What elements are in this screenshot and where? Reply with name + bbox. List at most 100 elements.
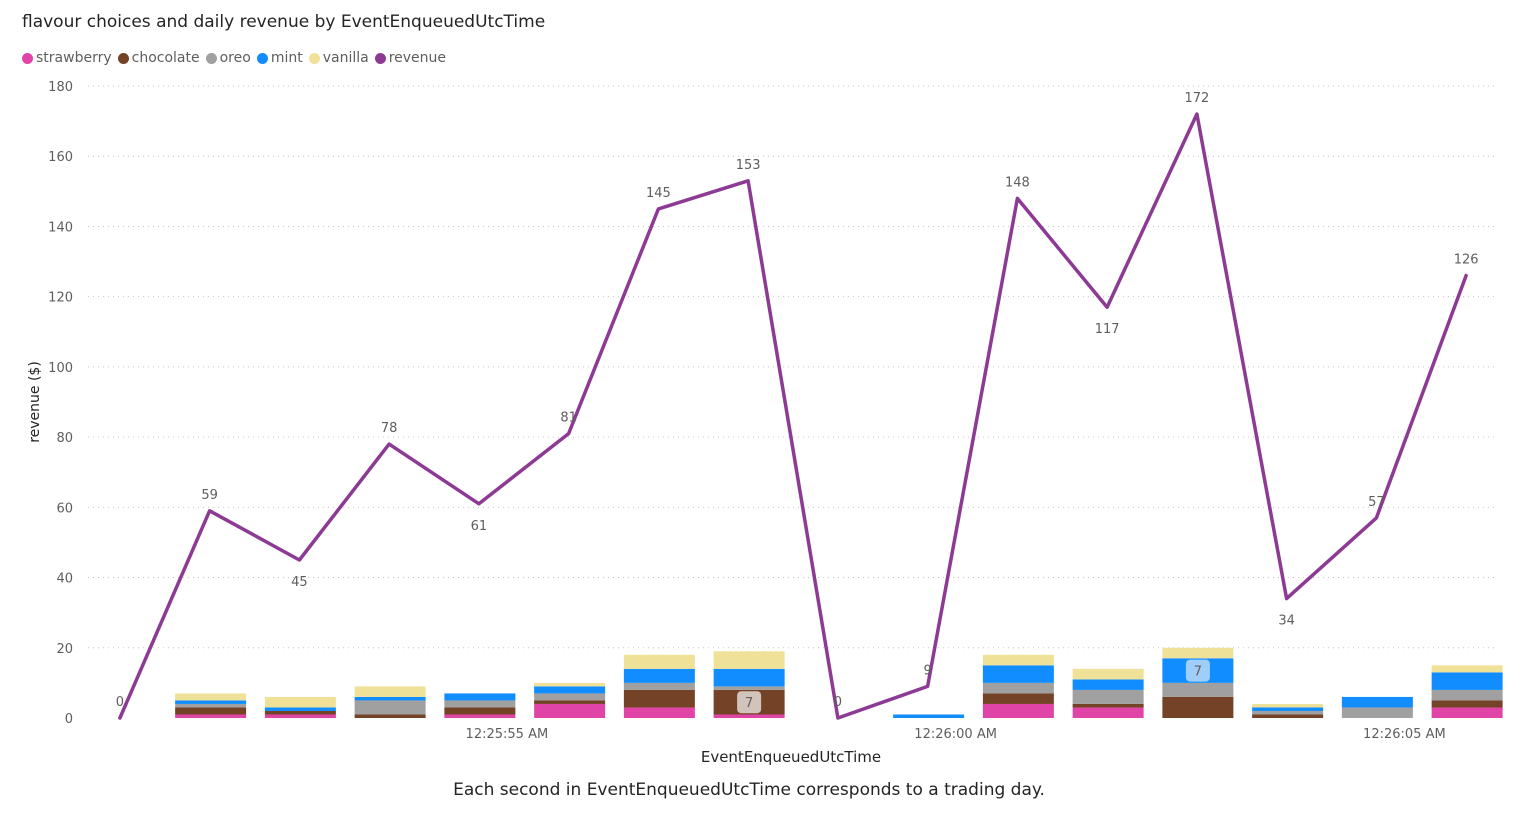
line-data-label: 81 xyxy=(560,411,577,426)
legend-swatch xyxy=(256,52,268,64)
bar-oreo xyxy=(1341,707,1413,718)
bar-chocolate xyxy=(1162,696,1234,718)
bar-vanilla xyxy=(713,651,785,669)
bar-vanilla xyxy=(982,654,1054,666)
x-tick-label: 12:26:00 AM xyxy=(914,727,997,742)
legend-label: mint xyxy=(270,50,303,66)
chart-title: flavour choices and daily revenue by Eve… xyxy=(22,12,546,32)
bar-vanilla xyxy=(1431,665,1503,673)
bar-oreo xyxy=(354,700,426,715)
line-data-label: 0 xyxy=(834,695,842,710)
y-tick-label: 60 xyxy=(56,501,73,516)
bar-oreo xyxy=(534,693,606,701)
legend-swatch xyxy=(308,52,320,64)
bar-chocolate xyxy=(1252,714,1324,718)
y-tick-label: 120 xyxy=(48,291,73,306)
bar-strawberry xyxy=(982,703,1054,718)
bar-vanilla xyxy=(1072,668,1144,680)
y-tick-label: 100 xyxy=(48,361,73,376)
bar-strawberry xyxy=(534,703,606,718)
bar-mint xyxy=(982,665,1054,683)
bar-chocolate xyxy=(982,693,1054,704)
legend: strawberry chocolate oreo mint vanilla revenu… xyxy=(22,50,452,66)
line-data-label: 57 xyxy=(1368,495,1385,510)
line-data-label: 117 xyxy=(1095,322,1120,337)
y-axis-label: revenue ($) xyxy=(27,361,43,443)
bars: 77 xyxy=(175,647,1503,718)
bar-oreo xyxy=(713,686,785,690)
bar-data-label: 7 xyxy=(1194,665,1202,680)
line-data-label: 61 xyxy=(471,519,488,534)
bar-mint xyxy=(354,696,426,701)
line-data-label: 78 xyxy=(381,421,398,436)
legend-item-chocolate[interactable]: chocolate xyxy=(117,50,200,66)
line-data-label: 45 xyxy=(291,575,308,590)
bar-chocolate xyxy=(1431,700,1503,708)
line-data-label: 153 xyxy=(736,158,761,173)
y-tick-label: 0 xyxy=(65,712,73,727)
bar-oreo xyxy=(444,700,516,708)
line-data-label: 34 xyxy=(1278,614,1295,629)
bar-mint xyxy=(264,707,336,711)
bar-strawberry xyxy=(264,714,336,718)
bar-oreo xyxy=(1431,689,1503,701)
bar-mint xyxy=(893,714,965,718)
chart-caption: Each second in EventEnqueuedUtcTime corr… xyxy=(453,780,1045,800)
bar-oreo xyxy=(1162,682,1234,697)
bar-vanilla xyxy=(354,686,426,697)
legend-item-strawberry[interactable]: strawberry xyxy=(22,50,112,66)
bar-strawberry xyxy=(713,714,785,718)
x-tick-label: 12:26:05 AM xyxy=(1363,727,1446,742)
bar-strawberry xyxy=(175,714,247,718)
x-tick-label: 12:25:55 AM xyxy=(466,727,549,742)
bar-oreo xyxy=(175,703,247,708)
bar-chocolate xyxy=(354,714,426,718)
y-tick-label: 180 xyxy=(48,80,73,95)
bar-oreo xyxy=(1252,710,1324,715)
y-tick-label: 80 xyxy=(56,431,73,446)
bar-mint xyxy=(444,693,516,701)
bar-chocolate xyxy=(175,707,247,715)
bar-chocolate xyxy=(534,700,606,704)
bar-chocolate xyxy=(264,710,336,715)
revenue-line xyxy=(118,112,1468,720)
bar-mint xyxy=(623,668,695,683)
bar-vanilla xyxy=(623,654,695,669)
bar-data-label-bg xyxy=(737,691,762,714)
legend-item-mint[interactable]: mint xyxy=(256,50,303,66)
bar-mint xyxy=(1252,707,1324,711)
line-data-label: 148 xyxy=(1005,175,1030,190)
bar-oreo xyxy=(623,682,695,690)
bar-vanilla xyxy=(175,693,247,701)
y-tick-label: 40 xyxy=(56,572,73,587)
bar-strawberry xyxy=(623,707,695,718)
line-data-label: 145 xyxy=(646,186,671,201)
bar-vanilla xyxy=(534,682,606,687)
legend-label: revenue xyxy=(388,50,447,66)
legend-swatch xyxy=(117,52,129,64)
y-tick-label: 140 xyxy=(48,220,73,235)
line-data-label: 126 xyxy=(1454,253,1479,268)
line-data-label: 0 xyxy=(116,695,124,710)
bar-mint xyxy=(1341,696,1413,708)
bar-chocolate xyxy=(444,707,516,715)
legend-label: oreo xyxy=(219,50,251,66)
legend-item-revenue[interactable]: revenue xyxy=(374,50,447,66)
legend-item-oreo[interactable]: oreo xyxy=(205,50,251,66)
bar-oreo xyxy=(982,682,1054,694)
bar-vanilla xyxy=(264,696,336,708)
x-axis-label: EventEnqueuedUtcTime xyxy=(701,748,881,766)
bar-data-label-bg xyxy=(1185,659,1210,682)
bar-data-label: 7 xyxy=(745,696,753,711)
bar-vanilla xyxy=(1252,703,1324,708)
bar-strawberry xyxy=(1072,707,1144,718)
gridlines xyxy=(88,85,1498,649)
legend-item-vanilla[interactable]: vanilla xyxy=(308,50,369,66)
bar-mint xyxy=(1431,672,1503,690)
y-tick-label: 160 xyxy=(48,150,73,165)
bar-mint xyxy=(534,686,606,694)
legend-label: vanilla xyxy=(322,50,369,66)
bar-vanilla xyxy=(1162,647,1234,659)
legend-swatch xyxy=(22,52,33,64)
